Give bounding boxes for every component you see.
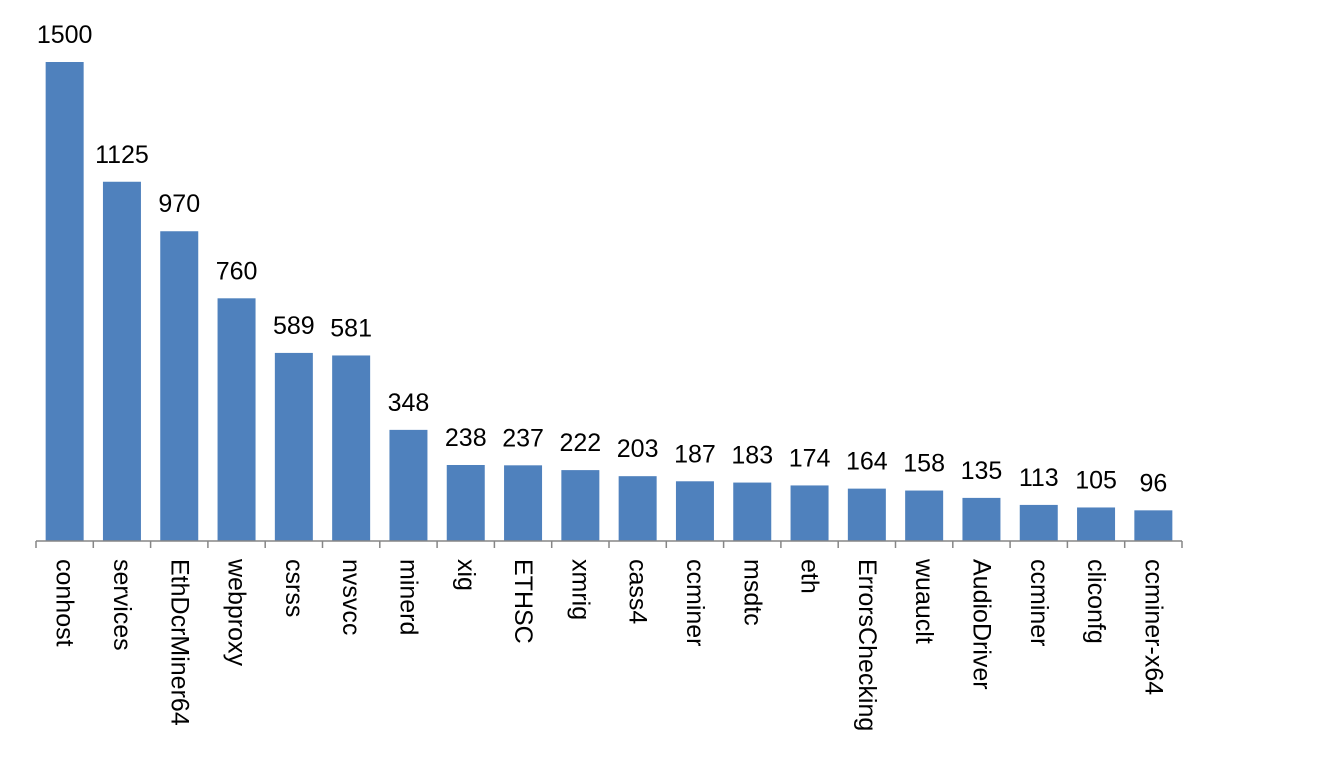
bar	[446, 464, 485, 541]
bar	[962, 497, 1001, 541]
bar	[561, 470, 600, 541]
bar	[389, 429, 428, 541]
bar	[45, 62, 84, 541]
bar	[733, 482, 772, 541]
category-label: nvsvcc	[337, 559, 365, 635]
category-label: xig	[452, 559, 480, 591]
data-labels-group: 1500 1125 970 760 589 581 348 238 237 222 203 187 18…	[37, 21, 1167, 497]
bar	[675, 481, 714, 541]
x-axis	[35, 540, 1183, 548]
category-label: ccminer-x64	[1139, 559, 1167, 695]
data-label: 203	[617, 435, 659, 463]
data-label: 183	[731, 442, 773, 470]
category-label: webproxy	[223, 558, 251, 666]
bar	[847, 488, 886, 541]
data-label: 96	[1139, 469, 1167, 497]
bar	[160, 231, 199, 541]
data-label: 113	[1019, 464, 1059, 492]
category-label: ccminer	[1025, 559, 1053, 647]
data-label: 222	[559, 429, 601, 457]
bar	[1077, 507, 1116, 541]
category-label: AudioDriver	[967, 559, 995, 690]
category-label: wuauclt	[910, 558, 938, 644]
data-label: 105	[1075, 466, 1117, 494]
data-label: 158	[903, 450, 945, 478]
data-label: 187	[674, 440, 716, 468]
bar	[618, 476, 657, 541]
data-label: 760	[216, 257, 258, 285]
bar	[905, 490, 944, 541]
bars-group	[45, 62, 1173, 541]
bar	[274, 352, 313, 541]
data-label: 1125	[95, 141, 149, 169]
data-label: 970	[158, 190, 200, 218]
bar	[790, 485, 829, 541]
category-label: ErrorsChecking	[853, 559, 881, 731]
data-label: 1500	[37, 21, 93, 49]
category-label: conhost	[51, 559, 79, 647]
category-label: services	[108, 559, 136, 651]
data-label: 589	[273, 312, 315, 340]
data-label: 135	[961, 457, 1003, 485]
category-label: csrss	[280, 559, 308, 617]
bar	[1134, 510, 1173, 541]
category-label: minerd	[394, 559, 422, 635]
data-label: 348	[388, 389, 430, 417]
bar	[1019, 504, 1058, 541]
data-label: 164	[846, 448, 888, 476]
bar	[217, 298, 256, 541]
category-label: ccminer	[681, 559, 709, 647]
data-label: 238	[445, 424, 487, 452]
category-label: eth	[796, 559, 824, 594]
category-label: msdtc	[738, 559, 766, 626]
category-label: EthDcrMiner64	[165, 559, 193, 726]
category-label: ETHSC	[509, 559, 537, 644]
category-label: cliconfg	[1082, 559, 1110, 644]
data-label: 174	[789, 444, 831, 472]
category-labels-group: conhost services EthDcrMiner64 webproxy csrs…	[51, 558, 1168, 731]
bar	[332, 355, 371, 541]
category-label: cass4	[624, 559, 652, 624]
data-label: 581	[330, 314, 372, 342]
category-label: xmrig	[566, 559, 594, 620]
data-label: 237	[502, 424, 544, 452]
bar	[504, 465, 543, 541]
bar	[102, 181, 141, 541]
